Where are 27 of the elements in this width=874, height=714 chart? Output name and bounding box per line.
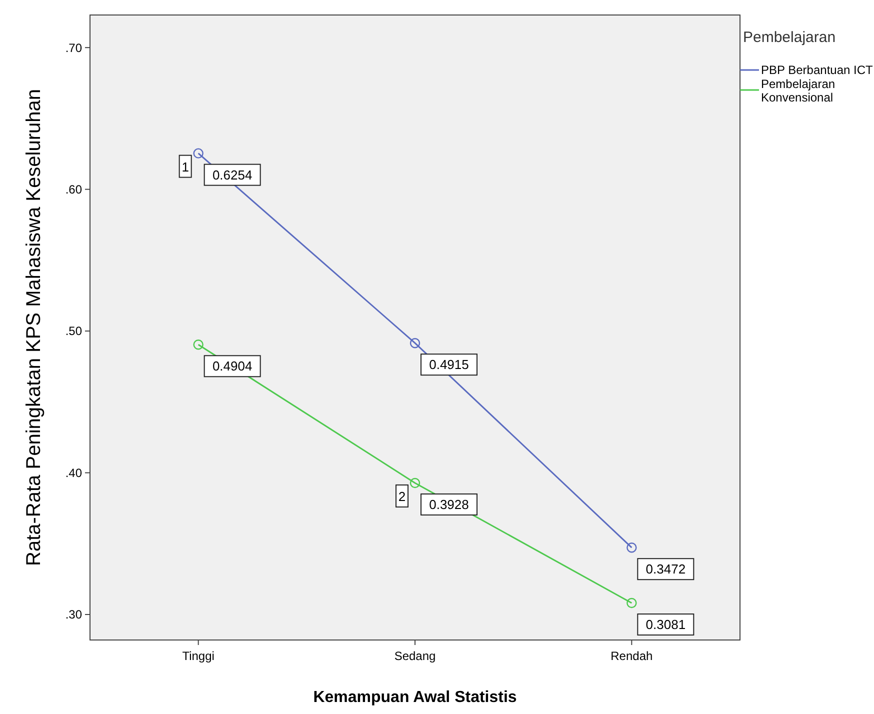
data-label: 0.3472 xyxy=(646,562,686,577)
y-tick-label: .50 xyxy=(65,324,82,338)
point xyxy=(410,338,420,348)
point xyxy=(626,598,637,608)
x-axis-title: Kemampuan Awal Statistis xyxy=(313,689,517,706)
point xyxy=(626,542,637,553)
data-label: 0.4915 xyxy=(429,357,469,372)
legend-label: PBP Berbantuan ICT xyxy=(761,63,874,78)
data-label: 0.6254 xyxy=(212,167,252,182)
point xyxy=(193,340,204,350)
x-tick-label: Sedang xyxy=(394,649,436,663)
legend-label: Pembelajaran Konvensional xyxy=(761,77,836,104)
x-tick-label: Tinggi xyxy=(182,649,214,663)
y-axis-title: Rata-Rata Peningkatan KPS Mahasiswa Keseluruhan xyxy=(23,89,45,566)
data-label: 0.3928 xyxy=(429,496,469,512)
data-label: 0.3081 xyxy=(646,617,686,632)
legend-title: Pembelajaran xyxy=(743,29,836,46)
data-label: 0.4904 xyxy=(212,358,252,374)
y-tick-label: .70 xyxy=(65,40,82,55)
annotation: 2 xyxy=(398,488,406,504)
y-tick-label: .30 xyxy=(65,608,82,622)
annotation: 1 xyxy=(182,159,189,174)
x-tick-label: Rendah xyxy=(610,649,653,663)
y-tick-label: .40 xyxy=(65,466,82,480)
point xyxy=(410,478,420,488)
y-tick-label: .60 xyxy=(65,182,82,197)
point xyxy=(193,148,204,158)
